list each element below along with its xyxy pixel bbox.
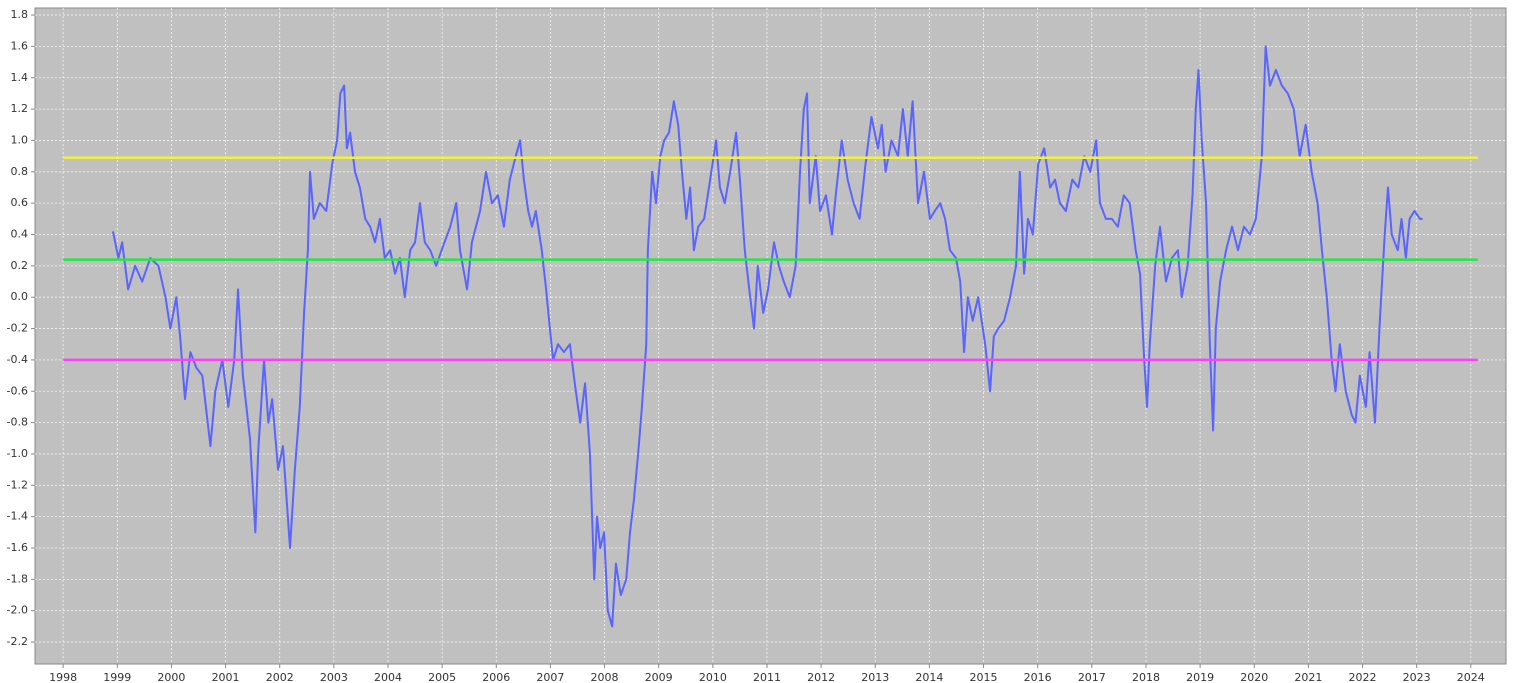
- x-tick-label: 2004: [374, 671, 402, 683]
- y-tick-label: -0.8: [7, 416, 28, 429]
- x-tick-label: 2001: [212, 671, 240, 683]
- y-tick-label: 0.8: [11, 165, 29, 178]
- y-tick-label: -0.6: [7, 384, 28, 397]
- y-tick-label: -1.6: [7, 541, 28, 554]
- y-tick-label: -1.0: [7, 447, 28, 460]
- x-tick-label: 1998: [49, 671, 77, 683]
- x-tick-label: 2010: [699, 671, 727, 683]
- x-tick-label: 2015: [970, 671, 998, 683]
- x-tick-label: 2020: [1240, 671, 1268, 683]
- x-tick-label: 2019: [1186, 671, 1214, 683]
- x-tick-label: 2024: [1457, 671, 1485, 683]
- y-tick-label: -2.2: [7, 635, 28, 648]
- y-tick-label: 0.6: [11, 196, 29, 209]
- x-tick-label: 2014: [915, 671, 943, 683]
- x-tick-label: 2007: [536, 671, 564, 683]
- data-line: [111, 45, 1423, 628]
- y-tick-label: 1.4: [11, 71, 29, 84]
- x-tick-label: 2008: [591, 671, 619, 683]
- x-tick-label: 2009: [645, 671, 673, 683]
- x-tick-label: 2013: [861, 671, 889, 683]
- y-tick-label: 1.2: [11, 102, 29, 115]
- y-tick-label: 1.8: [11, 8, 29, 21]
- x-tick-label: 2018: [1132, 671, 1160, 683]
- plot-area: [34, 7, 1507, 665]
- y-tick-label: 1.0: [11, 133, 29, 146]
- x-tick-label: 2021: [1294, 671, 1322, 683]
- y-tick-label: -0.4: [7, 353, 28, 366]
- x-tick-label: 2000: [157, 671, 185, 683]
- y-tick-label: 0.2: [11, 259, 29, 272]
- y-tick-label: -1.2: [7, 478, 28, 491]
- x-tick-label: 2017: [1078, 671, 1106, 683]
- x-tick-label: 2006: [482, 671, 510, 683]
- x-tick-label: 2012: [807, 671, 835, 683]
- x-tick-label: 2003: [320, 671, 348, 683]
- y-tick-label: -0.2: [7, 322, 28, 335]
- x-tick-label: 2011: [753, 671, 781, 683]
- x-tick-label: 2002: [266, 671, 294, 683]
- x-tick-label: 2016: [1024, 671, 1052, 683]
- x-tick-label: 1999: [103, 671, 131, 683]
- y-tick-label: -2.0: [7, 604, 28, 617]
- y-tick-label: -1.4: [7, 510, 28, 523]
- x-tick-label: 2005: [428, 671, 456, 683]
- y-tick-label: -1.8: [7, 572, 28, 585]
- y-tick-label: 0.0: [11, 290, 29, 303]
- x-tick-label: 2023: [1403, 671, 1431, 683]
- y-tick-label: 0.4: [11, 228, 29, 241]
- x-tick-label: 2022: [1349, 671, 1377, 683]
- y-tick-label: 1.6: [11, 39, 29, 52]
